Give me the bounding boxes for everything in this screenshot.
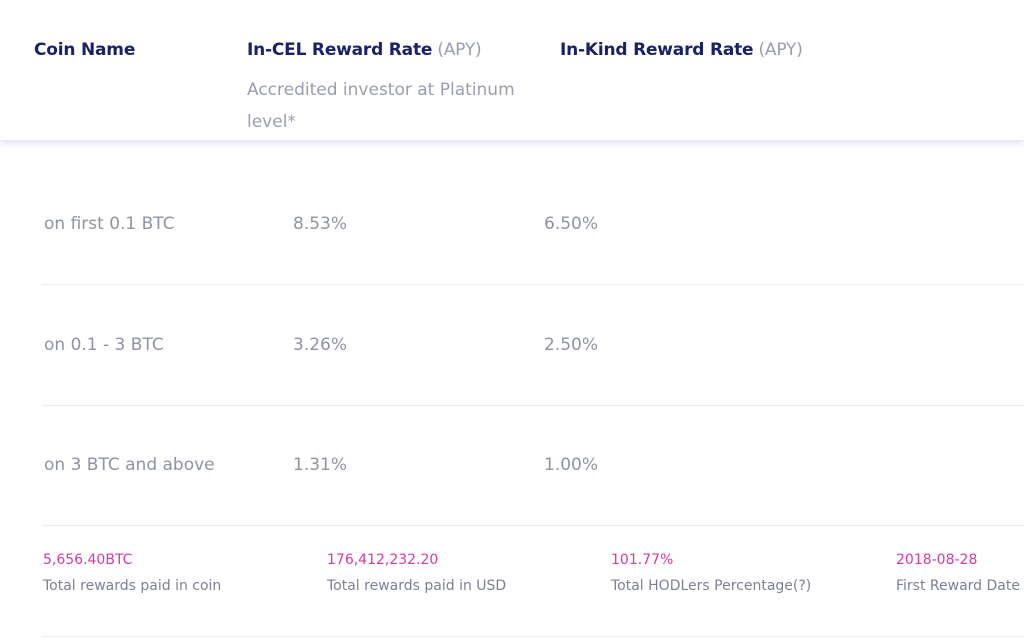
column-header-in-cel-rate: In-CEL Reward Rate (APY) Accredited inve… bbox=[247, 40, 537, 138]
stat-total-rewards-usd: 176,412,232.20 Total rewards paid in USD bbox=[327, 552, 506, 594]
stat-label: First Reward Date bbox=[896, 578, 1020, 594]
table-row: on 0.1 - 3 BTC 3.26% 2.50% bbox=[42, 285, 1024, 406]
rewards-stats: 5,656.40BTC Total rewards paid in coin 1… bbox=[0, 552, 1024, 612]
table-row: on first 0.1 BTC 8.53% 6.50% bbox=[42, 164, 1024, 285]
in-kind-rate: 1.00% bbox=[544, 455, 599, 475]
in-cel-rate: 8.53% bbox=[293, 214, 348, 234]
stat-first-reward-date: 2018-08-28 First Reward Date bbox=[896, 552, 1020, 594]
in-kind-rate: 6.50% bbox=[544, 214, 599, 234]
in-cel-subtitle: Accredited investor at Platinum level* bbox=[247, 80, 515, 132]
stat-label: Total rewards paid in USD bbox=[327, 578, 507, 594]
stat-value: 176,412,232.20 bbox=[327, 552, 439, 568]
stat-label: Total rewards paid in coin bbox=[43, 578, 222, 594]
in-cel-rate: 3.26% bbox=[293, 335, 348, 355]
stat-hodlers-percentage: 101.77% Total HODLers Percentage(?) bbox=[611, 552, 811, 594]
in-kind-rate: 2.50% bbox=[544, 335, 599, 355]
column-header-in-kind-rate: In-Kind Reward Rate (APY) bbox=[560, 40, 803, 60]
table-header: Coin Name In-CEL Reward Rate (APY) Accre… bbox=[0, 0, 1024, 141]
tier-label: on 3 BTC and above bbox=[44, 455, 215, 475]
stat-value: 5,656.40BTC bbox=[43, 552, 133, 568]
tier-label: on first 0.1 BTC bbox=[44, 214, 175, 234]
stat-label: Total HODLers Percentage(?) bbox=[611, 578, 812, 594]
in-cel-apy-label: (APY) bbox=[437, 40, 482, 60]
stat-total-rewards-coin: 5,656.40BTC Total rewards paid in coin bbox=[43, 552, 221, 594]
in-kind-apy-label: (APY) bbox=[758, 40, 803, 60]
in-cel-rate: 1.31% bbox=[293, 455, 348, 475]
column-header-coin-name: Coin Name bbox=[34, 40, 136, 60]
table-row: on 3 BTC and above 1.31% 1.00% bbox=[42, 405, 1024, 526]
tier-label: on 0.1 - 3 BTC bbox=[44, 335, 164, 355]
stat-value: 101.77% bbox=[611, 552, 674, 568]
divider bbox=[42, 636, 1024, 637]
stat-value: 2018-08-28 bbox=[896, 552, 978, 568]
